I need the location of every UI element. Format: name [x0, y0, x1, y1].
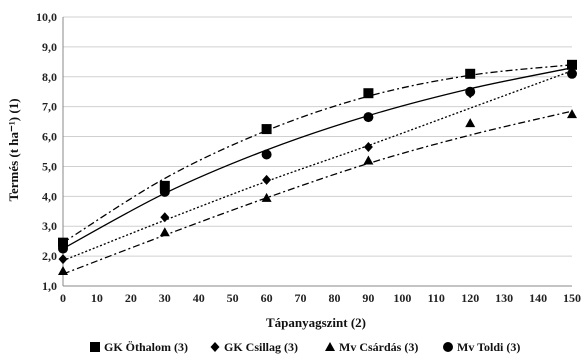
y-tick-label: 10,0: [36, 10, 57, 24]
data-point-square: [159, 180, 170, 191]
trend-line-diamond: [62, 70, 573, 262]
legend-label: Mv Toldi (3): [457, 340, 520, 354]
legend-marker-square: [90, 342, 100, 352]
y-tick-label: 4,0: [42, 189, 57, 203]
legend-item: GK Csillag (3): [210, 340, 298, 354]
data-point-square: [363, 88, 374, 99]
y-tick-label: 9,0: [42, 40, 57, 54]
data-points: [58, 59, 577, 276]
trend-line-square: [62, 64, 573, 244]
data-point-triangle: [567, 109, 577, 119]
x-tick-label: 100: [393, 291, 411, 305]
trend-lines: [62, 64, 573, 275]
gridlines: [63, 16, 572, 287]
data-point-triangle: [261, 192, 272, 202]
y-tick-label: 1,0: [42, 279, 57, 293]
trend-line-circle: [62, 67, 573, 250]
axes: [62, 17, 572, 287]
data-point-triangle: [363, 155, 374, 165]
data-point-circle: [567, 68, 577, 79]
data-point-circle: [363, 112, 374, 123]
y-tick-label: 3,0: [42, 219, 57, 233]
x-tick-label: 0: [60, 291, 66, 305]
data-point-square: [465, 68, 476, 79]
data-point-triangle: [465, 118, 476, 128]
x-tick-label: 150: [563, 291, 581, 305]
data-point-circle: [261, 149, 272, 160]
legend-item: Mv Csárdás (3): [325, 340, 418, 354]
data-point-circle: [58, 243, 68, 254]
y-tick-labels: 1,0 2,0 3,0 4,0 5,0 6,0 7,0 8,0 9,0 10,0: [36, 10, 57, 293]
x-tick-labels: 0 10 20 30 40 50 60 70 80 90 100 110 120 130 140 150: [60, 291, 581, 305]
x-tick-label: 10: [91, 291, 103, 305]
legend-marker-triangle: [325, 342, 335, 351]
x-tick-label: 60: [261, 291, 273, 305]
data-point-triangle: [58, 266, 68, 276]
data-point-square: [261, 124, 272, 135]
y-tick-label: 2,0: [42, 249, 57, 263]
x-tick-label: 20: [125, 291, 137, 305]
data-point-circle: [465, 86, 476, 97]
legend-item: Mv Toldi (3): [443, 340, 520, 354]
x-tick-label: 120: [461, 291, 479, 305]
data-point-diamond: [363, 142, 373, 153]
legend-label: Mv Csárdás (3): [339, 340, 418, 354]
x-tick-label: 40: [193, 291, 205, 305]
data-point-diamond: [58, 254, 68, 265]
legend-label: GK Öthalom (3): [104, 340, 188, 354]
y-tick-label: 5,0: [42, 159, 57, 173]
data-point-diamond: [160, 212, 170, 223]
data-point-circle: [159, 186, 170, 197]
data-point-triangle: [159, 227, 170, 237]
y-tick-label: 6,0: [42, 130, 57, 144]
y-tick-label: 7,0: [42, 100, 57, 114]
data-point-diamond: [262, 174, 272, 185]
x-tick-label: 140: [529, 291, 547, 305]
legend-marker-circle: [443, 342, 453, 352]
x-tick-label: 90: [362, 291, 374, 305]
legend-marker-diamond: [210, 342, 220, 352]
y-tick-label: 8,0: [42, 70, 57, 84]
data-point-square: [567, 59, 577, 70]
x-tick-label: 30: [159, 291, 171, 305]
data-point-square: [58, 237, 68, 248]
x-axis-title: Tápanyagszint (2): [266, 315, 366, 330]
x-tick-label: 110: [428, 291, 445, 305]
legend: GK Öthalom (3) GK Csillag (3) Mv Csárdás (…: [90, 340, 520, 354]
x-tick-label: 70: [295, 291, 307, 305]
trend-line-triangle: [62, 110, 573, 275]
legend-item: GK Öthalom (3): [90, 340, 188, 354]
x-tick-label: 80: [328, 291, 340, 305]
y-axis-title: Termés (t ha⁻¹) (1): [6, 98, 21, 201]
legend-label: GK Csillag (3): [224, 340, 298, 354]
x-tick-label: 50: [227, 291, 239, 305]
x-tick-label: 130: [495, 291, 513, 305]
